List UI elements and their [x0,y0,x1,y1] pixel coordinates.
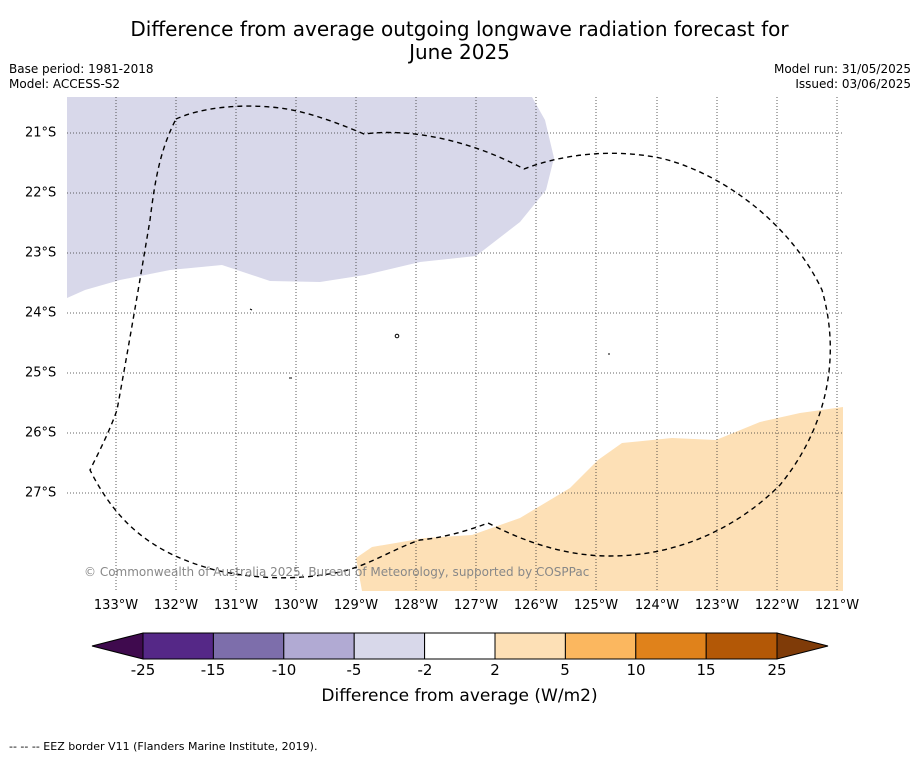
colorbar-extend-low [91,632,144,660]
lat-label: 27°S [25,485,57,501]
colorbar-segment [494,632,566,660]
lon-label: 130°W [273,598,319,613]
map-title: Difference from average outgoing longwav… [130,17,789,64]
lon-label: 125°W [573,598,619,613]
lon-label: 121°W [814,598,860,613]
lon-label: 132°W [153,598,199,613]
colorbar-tick: 25 [767,661,787,679]
lon-label: 122°W [754,598,800,613]
islands [249,308,610,379]
colorbar-segment [283,632,355,660]
lon-label: 123°W [694,598,740,613]
eez-border [89,105,831,579]
issued-text: Issued: 03/06/2025 [795,77,911,91]
colorbar-tick: -10 [271,661,297,679]
positive-anomaly-region [356,407,843,591]
colorbar-segment [212,632,285,660]
colorbar-tick: 15 [696,661,716,679]
colorbar-extend-high [776,632,829,660]
lat-label: 25°S [25,365,57,381]
lat-label: 26°S [25,425,57,441]
lat-label: 21°S [25,125,57,141]
meta-right: Model run: 31/05/2025 Issued: 03/06/2025 [774,62,911,92]
colorbar-tick: 2 [490,661,500,679]
colorbar-segment [353,632,426,660]
colorbar-segment [635,632,707,660]
base-period-text: Base period: 1981-2018 [9,62,154,76]
lon-label: 131°W [213,598,259,613]
colorbar-segment [424,632,496,660]
model-run-text: Model run: 31/05/2025 [773,62,911,76]
lat-label: 24°S [25,305,57,321]
colorbar-tick: -2 [417,661,433,679]
map-gridlines [67,97,843,591]
colorbar-segment [142,632,214,660]
colorbar-segment [564,632,637,660]
lon-label: 124°W [634,598,680,613]
lat-label: 22°S [25,185,57,201]
island-marker [394,333,400,339]
lon-label: 128°W [393,598,439,613]
model-text: Model: ACCESS-S2 [9,77,121,91]
eez-footnote: -- -- -- EEZ border V11 (Flanders Marine… [9,740,318,753]
colorbar-segment [705,632,778,660]
colorbar-tick: -5 [346,661,362,679]
lon-label: 126°W [513,598,559,613]
island-marker [249,308,253,311]
colorbar [91,632,829,660]
colorbar-tick: 5 [560,661,570,679]
copyright-credit: © Commonwealth of Australia 2025, Bureau… [84,565,590,579]
lat-label: 23°S [25,245,57,261]
lon-label: 127°W [453,598,499,613]
colorbar-label: Difference from average (W/m2) [321,686,598,706]
lon-label: 133°W [93,598,139,613]
colorbar-tick: -25 [130,661,156,679]
meta-left: Base period: 1981-2018 Model: ACCESS-S2 [9,62,154,92]
negative-anomaly-region [67,97,554,298]
colorbar-tick: -15 [200,661,226,679]
lon-label: 129°W [333,598,379,613]
colorbar-tick: 10 [626,661,646,679]
